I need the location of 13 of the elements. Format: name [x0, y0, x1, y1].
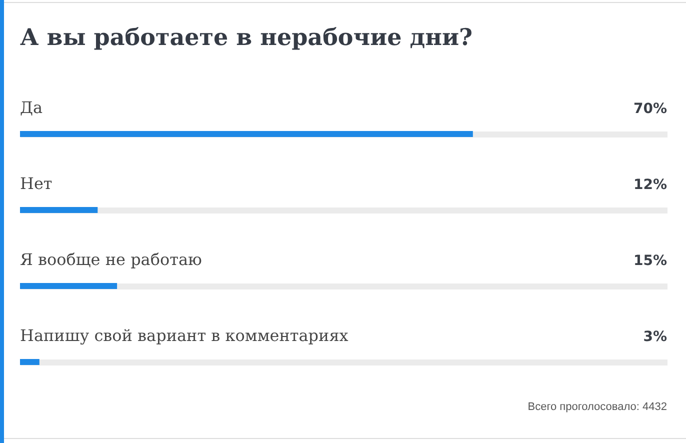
- bar: [20, 359, 40, 365]
- text: Всего проголосовало: 4432: [528, 401, 667, 413]
- data-label: 12%: [633, 177, 667, 193]
- y-tick-label: Напишу свой вариант в комментариях: [20, 326, 348, 345]
- y-tick-label: Да: [20, 98, 44, 117]
- data-label: 15%: [633, 253, 667, 269]
- chart-title: А вы работаете в нерабочие дни?: [20, 24, 472, 51]
- data-label: 70%: [633, 101, 667, 117]
- y-tick-label: Я вообще не работаю: [20, 250, 202, 269]
- bar: [20, 207, 98, 213]
- data-label: 3%: [643, 329, 667, 345]
- y-tick-label: Нет: [20, 174, 52, 193]
- bar: [20, 283, 118, 289]
